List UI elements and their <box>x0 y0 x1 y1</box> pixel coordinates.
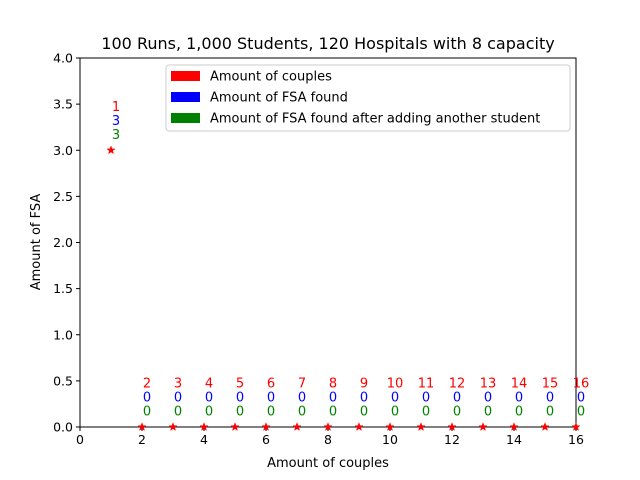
x-tick-label: 4 <box>200 432 208 447</box>
legend-swatch <box>171 71 200 81</box>
x-tick-label: 8 <box>324 432 332 447</box>
annotation-couples: 5 <box>236 377 244 392</box>
annotation-couples: 6 <box>267 377 275 392</box>
annotation-fsa-found: 0 <box>577 391 585 406</box>
annotation-fsa-found: 3 <box>112 114 120 129</box>
chart-title: 100 Runs, 1,000 Students, 120 Hospitals … <box>101 34 554 53</box>
annotation-fsa-after: 0 <box>298 405 306 420</box>
annotation-fsa-after: 0 <box>267 405 275 420</box>
annotation-couples: 16 <box>573 377 590 392</box>
annotation-fsa-found: 0 <box>298 391 306 406</box>
data-point-star <box>106 145 116 155</box>
data-point-star <box>323 422 333 432</box>
legend-label: Amount of FSA found <box>210 91 348 106</box>
annotation-couples: 9 <box>360 377 368 392</box>
annotation-fsa-found: 0 <box>391 391 399 406</box>
annotation-fsa-after: 0 <box>453 405 461 420</box>
legend: Amount of couples Amount of FSA found Amou… <box>165 64 571 132</box>
annotation-couples: 14 <box>511 377 528 392</box>
annotation-fsa-after: 3 <box>112 128 120 143</box>
x-axis-label: Amount of couples <box>267 456 389 471</box>
y-tick-label: 3.0 <box>53 143 73 158</box>
x-tick-label: 6 <box>262 432 270 447</box>
y-tick-label: 0.0 <box>53 420 73 435</box>
annotation-couples: 8 <box>329 377 337 392</box>
data-point-star <box>230 422 240 432</box>
annotation-fsa-after: 0 <box>391 405 399 420</box>
data-point-star <box>540 422 550 432</box>
data-point-star <box>354 422 364 432</box>
legend-label: Amount of FSA found after adding another… <box>210 112 540 127</box>
annotation-couples: 15 <box>542 377 559 392</box>
data-point-star <box>292 422 302 432</box>
annotation-fsa-found: 0 <box>329 391 337 406</box>
data-point-star <box>447 422 457 432</box>
annotation-fsa-found: 0 <box>422 391 430 406</box>
y-tick-label: 2.5 <box>53 189 73 204</box>
data-point-star <box>416 422 426 432</box>
x-tick-label: 0 <box>76 432 84 447</box>
annotation-fsa-after: 0 <box>329 405 337 420</box>
y-tick-label: 4.0 <box>53 51 73 66</box>
annotation-fsa-found: 0 <box>174 391 182 406</box>
annotation-fsa-found: 0 <box>143 391 151 406</box>
annotation-fsa-after: 0 <box>577 405 585 420</box>
y-tick-label: 1.5 <box>53 281 73 296</box>
annotation-couples: 2 <box>143 377 151 392</box>
data-point-star <box>385 422 395 432</box>
annotation-fsa-found: 0 <box>484 391 492 406</box>
y-tick-label: 1.0 <box>53 327 73 342</box>
annotation-fsa-after: 0 <box>205 405 213 420</box>
annotation-couples: 3 <box>174 377 182 392</box>
annotation-fsa-found: 0 <box>453 391 461 406</box>
annotation-fsa-after: 0 <box>422 405 430 420</box>
annotation-couples: 7 <box>298 377 306 392</box>
annotation-fsa-after: 0 <box>484 405 492 420</box>
data-point-star <box>137 422 147 432</box>
annotation-couples: 10 <box>387 377 404 392</box>
data-point-star <box>199 422 209 432</box>
annotation-fsa-found: 0 <box>515 391 523 406</box>
y-tick-label: 0.5 <box>53 373 73 388</box>
y-axis-label: Amount of FSA <box>29 194 44 291</box>
annotation-fsa-after: 0 <box>515 405 523 420</box>
annotation-couples: 13 <box>480 377 497 392</box>
legend-box <box>165 64 571 132</box>
data-point-star <box>509 422 519 432</box>
annotation-fsa-found: 0 <box>205 391 213 406</box>
annotation-fsa-after: 0 <box>546 405 554 420</box>
annotation-fsa-found: 0 <box>546 391 554 406</box>
data-point-star <box>168 422 178 432</box>
annotation-fsa-found: 0 <box>267 391 275 406</box>
x-tick-label: 10 <box>382 432 398 447</box>
x-tick-label: 12 <box>444 432 460 447</box>
y-tick-label: 3.5 <box>53 97 73 112</box>
annotation-fsa-found: 0 <box>236 391 244 406</box>
legend-swatch <box>171 113 200 123</box>
plot-area: 0 2 4 6 8 10 12 14 160.00.51.01.52.02.53.03.54.0… <box>53 51 589 448</box>
annotation-fsa-after: 0 <box>174 405 182 420</box>
annotation-couples: 11 <box>418 377 435 392</box>
x-tick-label: 16 <box>568 432 584 447</box>
data-point-star <box>571 422 581 432</box>
annotation-fsa-after: 0 <box>143 405 151 420</box>
annotation-couples: 4 <box>205 377 213 392</box>
data-point-star <box>478 422 488 432</box>
legend-label: Amount of couples <box>210 70 332 85</box>
x-tick-label: 14 <box>506 432 522 447</box>
data-point-star <box>261 422 271 432</box>
annotation-couples: 1 <box>112 100 120 115</box>
y-tick-label: 2.0 <box>53 235 73 250</box>
annotation-fsa-after: 0 <box>236 405 244 420</box>
x-tick-label: 2 <box>138 432 146 447</box>
legend-swatch <box>171 92 200 102</box>
annotation-fsa-found: 0 <box>360 391 368 406</box>
annotation-fsa-after: 0 <box>360 405 368 420</box>
annotation-couples: 12 <box>449 377 466 392</box>
